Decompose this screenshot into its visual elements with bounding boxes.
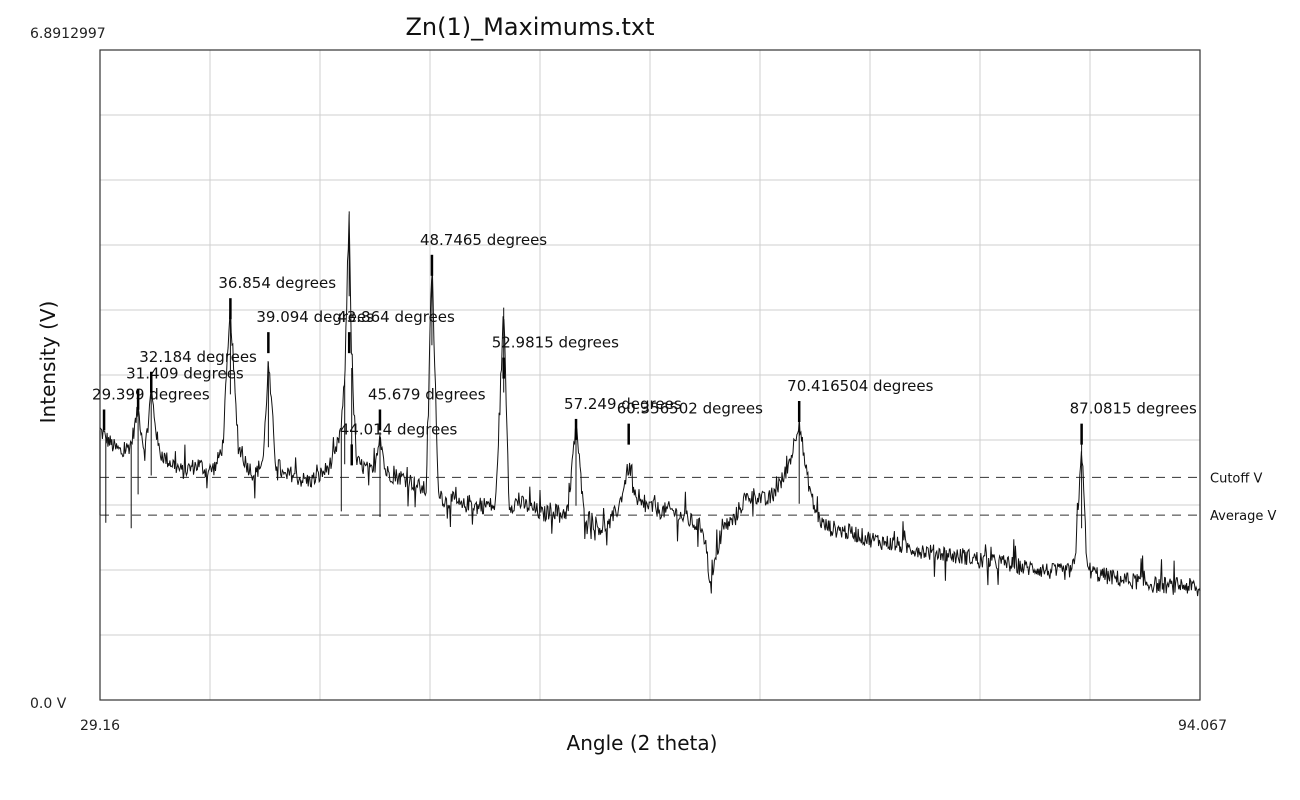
reference-lines: Cutoff V Average V: [100, 471, 1277, 524]
peak-label: 39.094 degrees: [256, 308, 374, 326]
grid: [100, 50, 1200, 700]
intensity-series-line: [99, 211, 1201, 597]
y-min-label: 0.0 V: [30, 696, 67, 712]
peak-label: 48.7465 degrees: [420, 231, 547, 249]
peak-label: 29.399 degrees: [92, 385, 210, 403]
chart-title: Zn(1)_Maximums.txt: [405, 13, 654, 41]
peak-label: 60.356502 degrees: [617, 400, 763, 418]
x-min-label: 29.16: [80, 718, 120, 734]
plot-frame: [99, 49, 1201, 701]
peak-label: 31.409 degrees: [126, 365, 244, 383]
peak-label: 57.249 degrees: [564, 395, 682, 413]
peak-label: 43.864 degrees: [337, 308, 455, 326]
reference-line-label: Average V: [1210, 509, 1277, 524]
y-axis-label: Intensity (V): [36, 301, 60, 424]
peak-label: 32.184 degrees: [139, 348, 257, 366]
peak-label: 52.9815 degrees: [492, 334, 619, 352]
peak-label: 36.854 degrees: [218, 274, 336, 292]
x-axis-label: Angle (2 theta): [567, 731, 718, 755]
peak-label: 87.0815 degrees: [1070, 400, 1197, 418]
y-max-label: 6.8912997: [30, 26, 106, 42]
peak-label: 70.416504 degrees: [787, 377, 933, 395]
peak-label: 45.679 degrees: [368, 385, 486, 403]
peak-label: 44.014 degrees: [340, 420, 458, 438]
reference-line-label: Cutoff V: [1210, 471, 1262, 486]
x-max-label: 94.067: [1178, 718, 1227, 734]
